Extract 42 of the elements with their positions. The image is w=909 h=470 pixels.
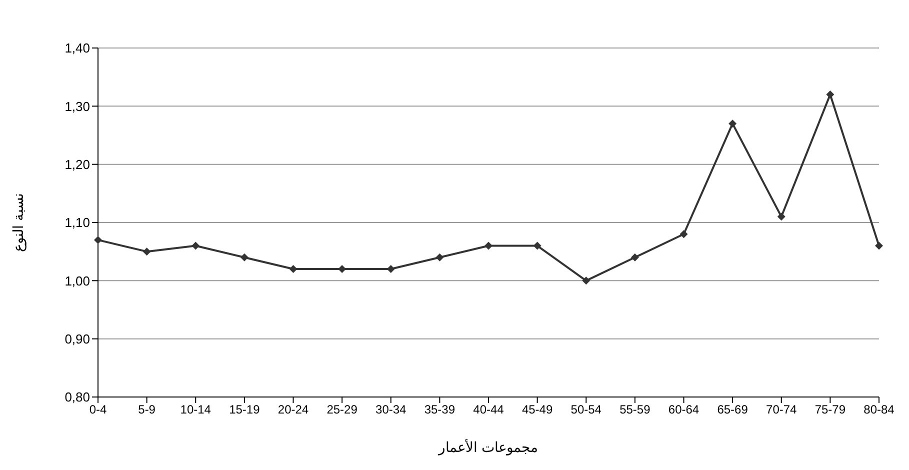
y-tick-label: 1,40 [64,40,90,56]
y-axis-title: نسبة النوع [10,193,27,252]
x-tick-label: 5-9 [138,402,156,417]
x-tick-label: 55-59 [620,402,651,417]
x-tick-label: 20-24 [278,402,309,417]
point [94,236,102,244]
point [289,265,298,274]
x-tick-label: 65-69 [717,402,748,417]
point [875,242,883,250]
x-tick-label: 35-39 [424,402,456,417]
point [386,265,395,274]
point [436,253,444,262]
x-tick-label: 50-54 [570,402,602,417]
x-tick-label: 40-44 [473,402,504,417]
point [582,276,590,285]
point [630,253,639,262]
point [484,242,492,250]
x-tick-label: 30-34 [376,402,407,417]
y-tick-label: 1,00 [64,273,90,288]
point [777,212,786,221]
point [240,253,248,262]
point [192,242,200,250]
y-tick-label: 0,90 [64,331,90,346]
x-tick-label: 0-4 [89,402,107,417]
point [142,248,151,256]
y-tick-label: 1,10 [64,215,90,230]
x-tick-label: 75-79 [814,402,846,417]
x-axis-title: مجموعات الأعمار [438,438,538,456]
x-tick-label: 60-64 [668,402,700,417]
point [728,120,737,128]
point [826,90,834,99]
x-tick-label: 15-19 [229,402,260,417]
x-tick-label: 45-49 [522,402,553,417]
y-tick-label: 0,80 [64,390,90,405]
point [680,230,688,238]
x-tick-label: 80-84 [864,402,895,417]
x-tick-label: 25-29 [326,402,358,417]
point [533,242,542,250]
x-tick-label: 70-74 [766,402,798,417]
y-tick-label: 1,20 [64,156,90,172]
y-tick-label: 1,30 [64,98,90,114]
x-tick-label: 10-14 [180,402,212,417]
